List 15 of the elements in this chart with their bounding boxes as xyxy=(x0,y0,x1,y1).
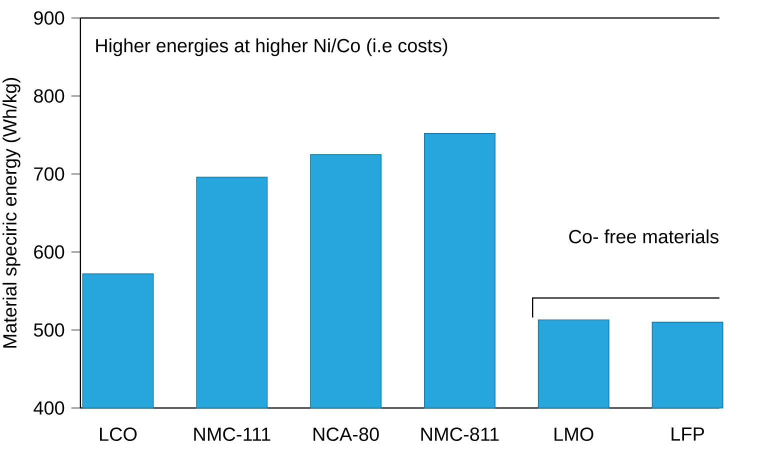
annotation: Co- free materials xyxy=(569,229,718,244)
y-tick-label: 600 xyxy=(34,245,64,259)
y-tick-label: 900 xyxy=(34,11,64,25)
x-tick-label: NCA-80 xyxy=(314,428,379,441)
y-tick-label: 800 xyxy=(34,89,64,103)
x-tick-label: NMC-811 xyxy=(421,428,499,441)
x-tick-label: NMC-111 xyxy=(194,428,270,441)
y-tick-label: 500 xyxy=(34,323,64,337)
x-tick-label: LFP xyxy=(672,428,704,441)
annotation: Higher energies at higher Ni/Co (i.e costs) xyxy=(96,38,448,56)
y-tick-label: 400 xyxy=(34,401,64,415)
x-tick-label: LMO xyxy=(554,428,594,441)
y-axis-title: Material speciric energy (Wh/kg) xyxy=(2,78,20,348)
x-tick-label: LCO xyxy=(100,428,137,441)
y-tick-label: 700 xyxy=(34,167,64,181)
